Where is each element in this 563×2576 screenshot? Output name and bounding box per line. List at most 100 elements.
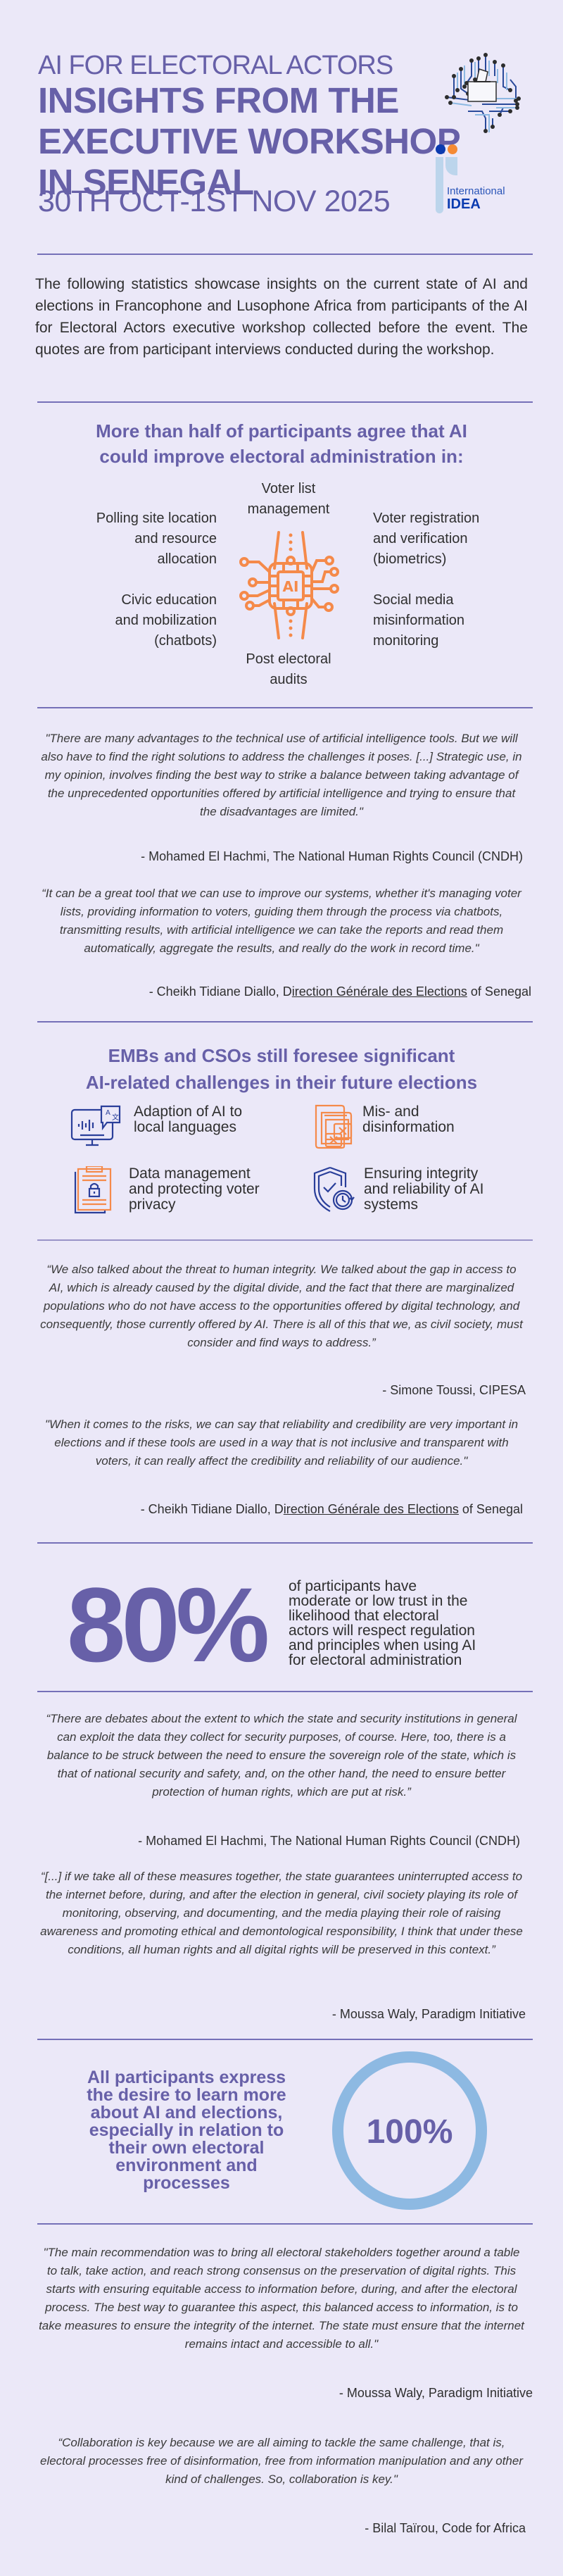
event-date: 30TH OCT-1ST NOV 2025 [38,185,391,218]
intro-paragraph: The following statistics showcase insigh… [35,276,528,358]
challenge-item: Ensuring integrity and reliability of AI… [312,1166,483,1214]
quote-attribution: - Moussa Waly, Paradigm Initiative [331,2007,526,2021]
stat-line: their own electoral [108,2138,265,2158]
item-social-media: Social media misinformation monitoring [373,590,528,651]
challenge-label: Ensuring integrity and reliability of AI… [364,1166,483,1213]
stat-line: of participants have [289,1578,417,1594]
attribution-suffix: of Senegal [458,1502,523,1516]
kicker-title: AI FOR ELECTORAL ACTORS [38,51,393,80]
label-line: allocation [157,551,217,567]
label-line: (biometrics) [373,551,447,567]
heading-line: could improve electoral administration i… [99,446,464,467]
quote-attribution: - Simone Toussi, CIPESA [382,1383,526,1397]
international-idea-logo: International IDEA [436,144,527,215]
divider [37,1239,533,1241]
attribution-name: - Cheikh Tidiane Diallo, D [140,1502,284,1516]
label-line: Adaption of AI to [134,1103,243,1120]
stat-line: for electoral administration [289,1652,462,1668]
logo-dot-orange [448,144,457,154]
divider [37,401,533,403]
challenge-item: Data management and protecting voter pri… [74,1166,260,1214]
brain-circuit-ballot-box-icon [445,53,521,133]
stat-line: moderate or low trust in the [289,1593,468,1609]
stat-line: actors will respect regulation [289,1622,475,1639]
documents-error-icon [315,1104,353,1149]
attribution-org-link[interactable]: irection Générale des Elections [283,1502,459,1516]
challenge-item: Mis- and disinformation [313,1104,455,1149]
item-polling-site: Polling site location and resource alloc… [42,508,217,570]
quote-attribution: - Mohamed El Hachmi, The National Human … [141,849,523,863]
quote-attribution: - Cheikh Tidiane Diallo, Direction Génér… [39,1502,523,1517]
shield-check-clock-icon [313,1166,355,1212]
label-line: and verification [373,531,468,546]
divider [37,2039,533,2040]
label-line: local languages [134,1119,236,1135]
item-post-electoral: Post electoral audits [232,649,345,690]
quote-text: "There are many advantages to the techni… [41,732,522,818]
quote-attribution: - Cheikh Tidiane Diallo, Direction Génér… [39,984,531,999]
item-civic-education: Civic education and mobilization (chatbo… [42,590,217,651]
label-line: Post electoral [246,651,331,667]
challenge-item: A 文 Adaption of AI to local languages [70,1104,242,1148]
quote-attribution: - Moussa Waly, Paradigm Initiative [339,2386,533,2400]
divider [37,254,533,255]
divider [37,707,533,708]
logo-org-line1: International [447,185,505,197]
logo-org-line2: IDEA [447,196,481,212]
quote-text: "The main recommendation was to bring al… [39,2246,524,2351]
title-line: INSIGHTS FROM THE [38,80,399,120]
label-line: disinformation [362,1119,455,1135]
label-line: monitoring [373,633,439,649]
stat-line: likelihood that electoral [289,1608,439,1624]
divider [37,1021,533,1023]
svg-text:文: 文 [112,1113,119,1122]
logo-dot-blue [436,144,445,154]
heading-line: AI-related challenges in their future el… [85,1072,478,1093]
label-line: Mis- and [362,1103,419,1120]
challenge-label: Data management and protecting voter pri… [129,1166,260,1213]
heading-line: EMBs and CSOs still foresee significant [108,1045,455,1066]
logo-stem [436,157,443,213]
challenge-label: Adaption of AI to local languages [134,1104,242,1135]
attribution-suffix: of Senegal [467,984,531,999]
stat-line: processes [143,2173,230,2193]
learn-stat-description: All participants express the desire to l… [70,2069,303,2192]
label-line: Voter list [261,481,316,496]
quote-text: “There are debates about the extent to w… [46,1712,517,1799]
page-title: INSIGHTS FROM THE EXECUTIVE WORKSHOP IN … [38,80,461,203]
divider [37,1691,533,1692]
svg-text:AI: AI [283,578,299,595]
label-line: misinformation [373,613,465,628]
divider [37,1542,533,1544]
attribution-org-link[interactable]: irection Générale des Elections [291,984,467,999]
quote-text: “Collaboration is key because we are all… [39,2436,524,2486]
label-line: audits [270,672,308,687]
trust-stat-description: of participants have moderate or low tru… [289,1579,514,1668]
heading-line: More than half of participants agree tha… [96,420,467,442]
quote-text: “It can be a great tool that we can use … [42,887,521,955]
item-voter-registration: Voter registration and verification (bio… [373,508,528,570]
quote-text: "When it comes to the risks, we can say … [44,1418,519,1468]
label-line: Data management [129,1165,251,1182]
stat-line: about AI and elections, [90,2103,283,2122]
title-line: EXECUTIVE WORKSHOP [38,121,461,161]
label-line: and reliability of AI [364,1181,484,1197]
quote-attribution: - Bilal Taïrou, Code for Africa [365,2521,526,2535]
label-line: and protecting voter [129,1181,260,1197]
title-line: IN SENEGAL [38,162,254,202]
monitor-translate-icon: A 文 [70,1105,121,1146]
attribution-name: - Cheikh Tidiane Diallo, D [148,984,292,999]
ai-chip-icon: AI [239,531,339,639]
label-line: management [247,501,330,517]
label-line: and resource [134,531,217,546]
challenge-label: Mis- and disinformation [362,1104,455,1135]
stat-line: environment and [115,2156,258,2175]
learn-stat-value: 100% [366,2113,453,2151]
trust-stat-value: 80% [67,1565,270,1684]
svg-text:A: A [106,1109,110,1117]
logo-leaf [445,157,457,175]
stat-line: and principles when using AI [289,1637,476,1653]
label-line: Ensuring integrity [364,1165,479,1182]
stat-line: especially in relation to [89,2120,284,2140]
clipboard-lock-icon [74,1166,112,1214]
